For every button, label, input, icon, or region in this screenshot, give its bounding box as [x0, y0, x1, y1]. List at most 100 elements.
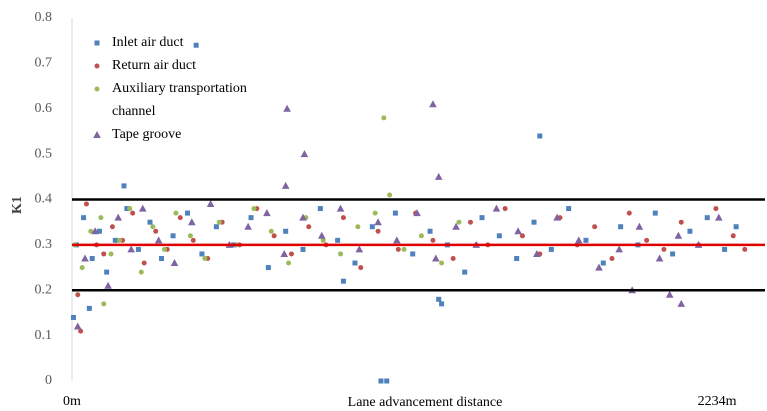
- legend-marker: [94, 63, 100, 69]
- legend-entry: Tape groove: [92, 123, 272, 146]
- point: [244, 222, 252, 230]
- point: [496, 233, 502, 239]
- point: [280, 249, 289, 257]
- point: [340, 278, 346, 284]
- point: [188, 218, 196, 226]
- point: [519, 233, 525, 239]
- y-tick-label: 0.1: [35, 328, 53, 343]
- point: [185, 210, 190, 216]
- y-tick-label: 0.8: [35, 10, 53, 25]
- legend-entry: Auxiliary transportation channel: [92, 77, 272, 123]
- point: [514, 255, 520, 261]
- point: [288, 251, 294, 257]
- point: [595, 263, 603, 271]
- point: [462, 269, 468, 275]
- point: [618, 224, 624, 230]
- point: [430, 237, 436, 243]
- point: [81, 254, 89, 262]
- point: [665, 290, 674, 298]
- point: [670, 251, 676, 257]
- point: [387, 192, 393, 198]
- point: [439, 301, 445, 307]
- point: [88, 228, 94, 234]
- point: [153, 228, 159, 234]
- y-tick-label: 0.6: [35, 101, 53, 116]
- point: [652, 210, 658, 216]
- point: [566, 206, 572, 212]
- point: [375, 228, 381, 234]
- point: [381, 115, 387, 121]
- point: [81, 215, 87, 221]
- point: [187, 233, 193, 239]
- point: [592, 224, 598, 230]
- point: [615, 245, 623, 253]
- point: [742, 246, 748, 252]
- point: [600, 260, 606, 266]
- point: [89, 255, 95, 261]
- point: [436, 296, 442, 302]
- y-axis-label: K1: [10, 196, 25, 214]
- x-tick-label: 2234m: [698, 394, 737, 409]
- point: [574, 236, 583, 244]
- point: [355, 245, 364, 253]
- point: [401, 246, 407, 252]
- point: [395, 246, 401, 252]
- point: [635, 222, 644, 230]
- legend-marker: [93, 131, 101, 138]
- point: [340, 215, 346, 221]
- point: [300, 150, 309, 158]
- point: [213, 224, 219, 230]
- legend-symbol: [93, 131, 101, 138]
- point: [320, 237, 326, 243]
- point: [177, 215, 183, 221]
- point: [138, 204, 147, 212]
- point: [265, 265, 271, 271]
- point: [609, 255, 615, 261]
- point: [86, 305, 92, 311]
- point: [722, 246, 728, 252]
- point: [427, 228, 433, 234]
- point: [644, 237, 650, 243]
- point: [432, 254, 440, 262]
- point: [553, 213, 561, 221]
- legend-entry: Inlet air duct: [92, 31, 272, 54]
- point: [101, 301, 107, 307]
- point: [173, 210, 179, 216]
- point: [713, 206, 719, 212]
- x-axis-label: Lane advancement distance: [348, 395, 503, 410]
- point: [130, 210, 136, 216]
- point: [336, 204, 345, 212]
- point: [141, 260, 147, 266]
- legend-label: Tape groove: [112, 127, 182, 142]
- legend-symbol: [94, 63, 100, 69]
- y-tick-label: 0.2: [35, 282, 53, 297]
- point: [434, 172, 443, 180]
- point: [358, 265, 364, 271]
- point: [655, 254, 664, 262]
- point: [583, 237, 589, 243]
- point: [268, 228, 274, 234]
- point: [193, 42, 199, 48]
- point: [352, 260, 358, 266]
- point: [537, 133, 543, 139]
- point: [138, 269, 144, 275]
- point: [369, 224, 375, 230]
- point: [456, 219, 462, 225]
- point: [335, 237, 341, 243]
- point: [83, 201, 89, 207]
- legend-marker: [94, 86, 100, 92]
- point: [91, 227, 99, 235]
- point: [286, 260, 292, 266]
- point: [154, 236, 163, 244]
- point: [677, 299, 686, 307]
- point: [75, 292, 81, 298]
- point: [161, 246, 167, 252]
- point: [626, 210, 632, 216]
- point: [206, 200, 215, 208]
- point: [733, 224, 739, 230]
- point: [283, 104, 291, 112]
- point: [372, 210, 378, 216]
- legend-symbol: [94, 40, 100, 46]
- point: [531, 219, 537, 225]
